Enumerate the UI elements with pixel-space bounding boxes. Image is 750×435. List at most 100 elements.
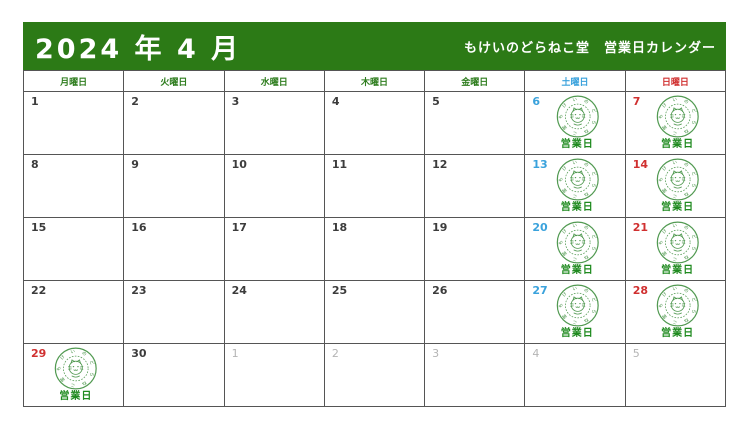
- svg-text:も: も: [658, 240, 664, 245]
- stamp-seal-icon: もけい のどらねこ堂: [656, 95, 699, 138]
- day-cell-24: 24: [223, 280, 325, 344]
- stamp-cat-face-icon: [68, 359, 84, 378]
- stamp-label: 営業日: [661, 265, 695, 276]
- svg-text:も: も: [558, 177, 564, 182]
- svg-text:ら: ら: [589, 182, 596, 188]
- svg-text:ら: ら: [589, 308, 596, 314]
- svg-text:ら: ら: [690, 182, 697, 188]
- svg-text:も: も: [658, 303, 664, 308]
- svg-text:堂: 堂: [560, 312, 569, 320]
- open-day-stamp: もけいのどらねこ堂営業日: [549, 220, 605, 276]
- day-number: 29: [31, 347, 47, 360]
- open-day-stamp: もけいのどらねこ堂営業日: [650, 94, 706, 150]
- day-cell-20: 20 もけいのどらねこ堂営業日: [524, 217, 626, 281]
- svg-text:い: い: [672, 97, 678, 104]
- day-number: 20: [532, 221, 548, 234]
- svg-text:の: の: [582, 287, 589, 295]
- svg-text:も: も: [558, 240, 564, 245]
- stamp-cat-face-icon: [670, 107, 686, 126]
- calendar-table-head: 月曜日 火曜日 水曜日 木曜日 金曜日 土曜日 日曜日: [22, 70, 727, 92]
- day-number: 1: [31, 95, 39, 108]
- weekday-header-sun: 日曜日: [624, 70, 727, 92]
- stamp-label: 営業日: [661, 328, 695, 339]
- day-cell-8: 8: [22, 154, 125, 218]
- svg-text:堂: 堂: [560, 123, 569, 131]
- svg-text:こ: こ: [572, 193, 577, 200]
- svg-text:こ: こ: [572, 256, 577, 263]
- week-row: 29 もけいのどらねこ堂営業日 30 1 2 3 4 5: [22, 343, 727, 407]
- day-cell-5: 5: [424, 91, 526, 155]
- day-number: 16: [131, 221, 147, 234]
- day-cell-29: 29 もけいのどらねこ堂営業日: [22, 343, 125, 407]
- day-number: 19: [432, 221, 448, 234]
- stamp-label: 営業日: [59, 391, 93, 402]
- svg-text:ら: ら: [690, 245, 697, 251]
- weekday-header-fri: 金曜日: [424, 70, 526, 92]
- svg-text:ね: ね: [582, 127, 589, 135]
- svg-text:堂: 堂: [660, 123, 669, 131]
- stamp-label: 営業日: [560, 328, 594, 339]
- stamp-label: 営業日: [661, 202, 695, 213]
- svg-text:け: け: [561, 228, 569, 236]
- day-number: 30: [131, 347, 147, 360]
- open-day-stamp: もけいのどらねこ堂営業日: [650, 220, 706, 276]
- svg-text:こ: こ: [672, 193, 677, 200]
- svg-text:ね: ね: [80, 379, 87, 387]
- svg-text:い: い: [672, 286, 678, 293]
- svg-text:の: の: [582, 224, 589, 232]
- stamp-label: 営業日: [661, 139, 695, 150]
- day-cell-4: 4: [323, 91, 426, 155]
- svg-text:こ: こ: [672, 256, 677, 263]
- day-number: 26: [432, 284, 448, 297]
- svg-text:け: け: [561, 102, 569, 110]
- svg-text:ね: ね: [582, 316, 589, 324]
- svg-text:堂: 堂: [58, 375, 67, 383]
- day-cell-18: 18: [323, 217, 426, 281]
- day-cell-15: 15: [22, 217, 125, 281]
- open-day-stamp: もけいのどらねこ堂営業日: [650, 157, 706, 213]
- svg-text:け: け: [661, 228, 669, 236]
- day-cell-17: 17: [223, 217, 325, 281]
- stamp-seal-icon: もけい のどらねこ堂: [556, 221, 599, 264]
- stamp-cat-face-icon: [569, 170, 585, 189]
- weekday-header-mon: 月曜日: [22, 70, 125, 92]
- day-cell-2-next-month: 2: [323, 343, 426, 407]
- day-number: 6: [532, 95, 541, 108]
- day-cell-7: 7 もけいのどらねこ堂営業日: [624, 91, 727, 155]
- svg-text:堂: 堂: [660, 249, 669, 257]
- stamp-cat-face-icon: [569, 233, 585, 252]
- week-row: 8 9 10 11 12 13 もけいのどらねこ堂営業日 14 もけいのどらねこ堂営業日: [22, 154, 727, 218]
- svg-text:ね: ね: [582, 190, 589, 198]
- svg-text:の: の: [683, 98, 690, 106]
- stamp-seal-icon: もけい のどらねこ堂: [656, 221, 699, 264]
- svg-text:ど: ど: [690, 233, 698, 240]
- day-cell-9: 9: [123, 154, 225, 218]
- svg-text:い: い: [572, 97, 578, 104]
- day-cell-1: 1: [22, 91, 125, 155]
- day-cell-30: 30: [123, 343, 225, 407]
- week-row: 15 16 17 18 19 20 もけいのどらねこ堂営業日 21 もけいのどらねこ堂営業日: [22, 217, 727, 281]
- svg-text:い: い: [572, 223, 578, 230]
- svg-text:ど: ど: [690, 170, 698, 177]
- day-cell-5-next-month: 5: [624, 343, 727, 407]
- calendar-table: 月曜日 火曜日 水曜日 木曜日 金曜日 土曜日 日曜日 1 2 3 4 5 6 もけいのどらねこ堂営業日…: [22, 70, 727, 407]
- svg-text:堂: 堂: [560, 249, 569, 257]
- svg-text:も: も: [558, 303, 564, 308]
- svg-text:ね: ね: [682, 190, 689, 198]
- stamp-label: 営業日: [560, 265, 594, 276]
- svg-text:ら: ら: [589, 245, 596, 251]
- day-number: 25: [331, 284, 348, 297]
- svg-text:ね: ね: [582, 253, 589, 261]
- day-cell-19: 19: [424, 217, 526, 281]
- svg-text:の: の: [582, 161, 589, 169]
- day-cell-2: 2: [123, 91, 225, 155]
- day-number: 11: [331, 158, 348, 171]
- day-number: 10: [231, 158, 247, 171]
- day-cell-13: 13 もけいのどらねこ堂営業日: [524, 154, 626, 218]
- day-number: 23: [131, 284, 147, 297]
- day-number: 13: [532, 158, 548, 171]
- svg-text:ど: ど: [88, 359, 96, 366]
- stamp-cat-face-icon: [670, 296, 686, 315]
- svg-text:こ: こ: [572, 319, 577, 326]
